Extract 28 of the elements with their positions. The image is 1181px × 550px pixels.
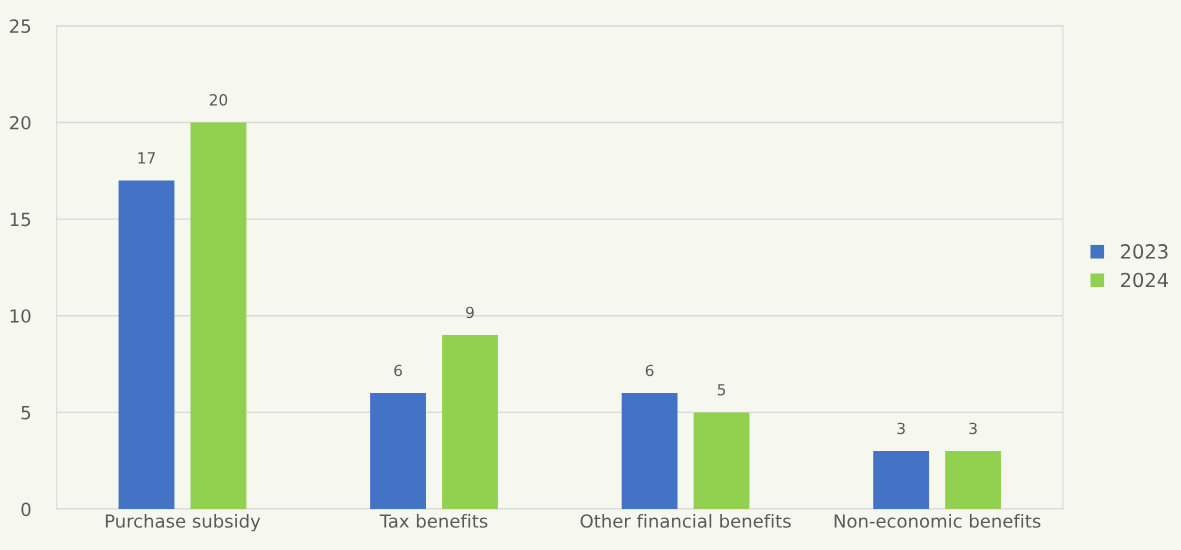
x-tick-label: Purchase subsidy [105, 513, 261, 532]
data-label: 9 [466, 306, 474, 319]
x-tick-label: Tax benefits [379, 513, 488, 528]
bar [873, 451, 930, 510]
data-label: 3 [969, 422, 977, 435]
data-label: 5 [717, 384, 726, 396]
y-tick-label: 5 [21, 406, 31, 420]
y-tick-label: 25 [10, 19, 31, 33]
bar [118, 180, 175, 510]
x-tick-label: Non-economic benefits [834, 513, 1041, 528]
data-label: 6 [645, 364, 654, 377]
bar [693, 412, 750, 510]
data-label: 17 [138, 152, 155, 164]
y-tick-label: 20 [10, 115, 31, 130]
data-label: 6 [394, 364, 402, 377]
bar [370, 393, 426, 510]
legend-label: 2023 [1121, 244, 1168, 259]
bar [190, 122, 247, 510]
bar [442, 335, 498, 510]
legend-label: 2024 [1121, 272, 1169, 288]
data-label: 20 [209, 94, 228, 106]
y-tick-label: 10 [10, 309, 31, 323]
bar [945, 451, 1002, 510]
data-label: 3 [897, 422, 905, 435]
y-tick-label: 15 [10, 212, 31, 227]
bar [621, 393, 678, 510]
y-tick-label: 0 [21, 502, 31, 517]
x-tick-label: Other financial benefits [580, 513, 791, 528]
